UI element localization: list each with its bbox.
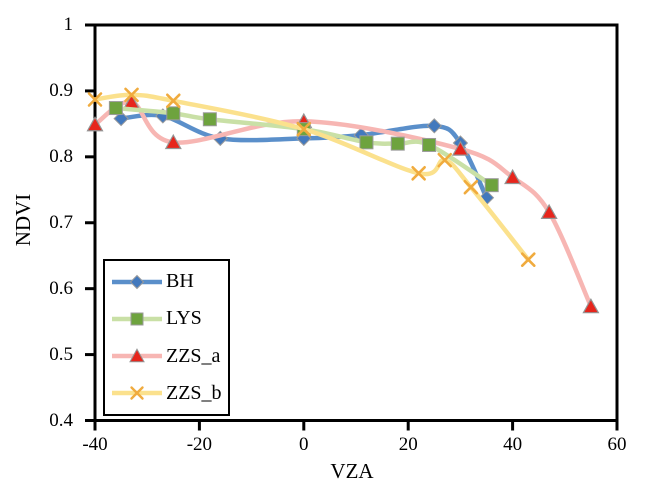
series-LYS-square-marker — [484, 178, 499, 193]
y-tick-label: 0.7 — [49, 211, 73, 233]
y-tick-label: 1 — [63, 14, 74, 35]
series-ZZS_b-x-marker — [296, 121, 312, 137]
series-ZZS_b-x-marker — [411, 166, 426, 181]
series-ZZS_a-triangle-marker — [451, 140, 469, 156]
series-ZZS_a-triangle-marker — [86, 116, 104, 132]
legend-row-LYS: LYS — [110, 301, 228, 337]
series-ZZS_b-x-marker — [166, 93, 181, 109]
series-ZZS_a-triangle-marker — [164, 133, 182, 150]
legend-swatch-ZZS_a — [112, 348, 162, 363]
x-tick-label: 20 — [398, 434, 418, 455]
legend: BH LYS ZZS_a ZZS_b — [103, 259, 230, 416]
x-tick-label: -20 — [186, 434, 213, 455]
legend-swatch-LYS — [112, 312, 162, 326]
legend-marker-ZZS_a — [129, 348, 145, 363]
x-axis-title: VZA — [330, 459, 374, 483]
series-ZZS_a-triangle-marker — [582, 298, 600, 314]
series-ZZS_b-x-marker — [520, 252, 536, 267]
series-ZZS_b-x-marker — [437, 152, 453, 168]
series-ZZS_b-x-marker — [124, 87, 139, 103]
x-tick-label: 0 — [299, 434, 309, 455]
series-LYS-square-marker — [108, 101, 123, 116]
series-LYS-square-marker — [390, 136, 405, 151]
legend-row-ZZS_b: ZZS_b — [110, 375, 228, 411]
series-ZZS_b-x-marker — [463, 179, 479, 195]
y-tick-label: 0.5 — [49, 343, 73, 365]
legend-marker-BH — [129, 274, 145, 289]
series-ZZS_a-triangle-marker — [504, 168, 522, 185]
series-LYS-square-marker — [422, 137, 437, 152]
legend-label-ZZS_b: ZZS_b — [166, 381, 222, 404]
x-tick-label: 60 — [607, 434, 627, 455]
y-tick-label: 0.8 — [49, 145, 73, 167]
series-LYS-square-marker — [359, 135, 374, 150]
x-tick-label: -40 — [82, 434, 108, 455]
legend-row-BH: BH — [110, 264, 228, 300]
legend-label-BH: BH — [166, 270, 194, 293]
series-LYS-square-marker — [166, 106, 181, 121]
legend-label-LYS: LYS — [166, 307, 202, 330]
y-axis-title: NDVI — [11, 193, 35, 247]
legend-row-ZZS_a: ZZS_a — [110, 338, 228, 374]
legend-marker-LYS — [130, 312, 144, 326]
series-BH-diamond-marker — [426, 118, 443, 134]
series-LYS-square-marker — [202, 112, 217, 127]
y-tick-label: 0.9 — [49, 79, 73, 101]
legend-swatch-BH — [112, 274, 162, 289]
y-tick-label: 0.6 — [49, 277, 73, 299]
series-ZZS_b-x-marker — [87, 92, 103, 107]
series-BH-diamond-marker — [113, 110, 129, 127]
x-tick-label: 40 — [503, 434, 523, 455]
y-tick-label: 0.4 — [49, 409, 73, 431]
legend-marker-ZZS_b — [130, 386, 144, 401]
legend-swatch-ZZS_b — [112, 386, 162, 401]
series-ZZS_a-triangle-marker — [540, 203, 558, 220]
legend-label-ZZS_a: ZZS_a — [166, 344, 221, 367]
